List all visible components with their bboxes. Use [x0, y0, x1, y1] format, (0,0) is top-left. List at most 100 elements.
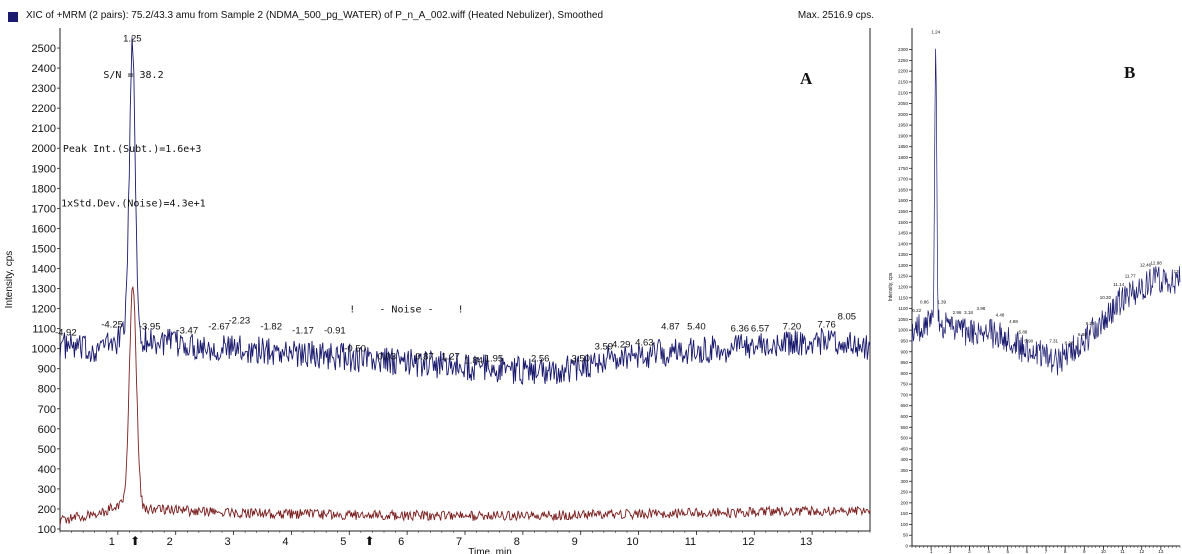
peak-label: -3.47 [176, 326, 198, 337]
y-tick-label: 600 [38, 424, 56, 436]
peak-label: 10.20 [1100, 295, 1112, 300]
y-tick-label: 2200 [32, 103, 56, 115]
y-tick-label: 100 [38, 524, 56, 536]
panel-label: A [800, 69, 813, 88]
y-tick-label: 1250 [898, 274, 909, 279]
peak-label: 4.63 [635, 338, 654, 349]
y-tick-label: 350 [900, 468, 908, 473]
y-tick-label: 1750 [898, 166, 909, 171]
peak-label: 1.27 [441, 352, 460, 363]
x-tick-label: 10 [626, 536, 638, 548]
x-tick-label: 1 [109, 536, 115, 548]
x-tick-label: 6 [398, 536, 404, 548]
y-tick-label: 1000 [898, 328, 909, 333]
y-tick-label: 1500 [898, 220, 909, 225]
y-tick-label: 2200 [898, 69, 909, 74]
peak-label: 7.31 [1049, 338, 1058, 343]
y-tick-label: 1350 [898, 252, 909, 257]
x-tick-label: 5 [340, 536, 346, 548]
peak-label: -0.91 [324, 326, 346, 337]
y-tick-label: 450 [900, 446, 908, 451]
x-tick-label: 9 [1083, 549, 1086, 554]
y-tick-label: 950 [900, 338, 908, 343]
x-tick-label: 2 [949, 549, 952, 554]
x-tick-label: 4 [987, 549, 990, 554]
y-tick-label: 1700 [898, 177, 909, 182]
peak-label: 13 [1174, 269, 1180, 274]
peak-label: 6.36 [731, 324, 750, 335]
peak-label: 5.90 [1024, 338, 1033, 343]
peak-label: -1.82 [260, 322, 282, 333]
y-tick-label: 500 [900, 436, 908, 441]
y-tick-label: 1050 [898, 317, 909, 322]
x-tick-label: 7 [1045, 549, 1048, 554]
peak-label: 6.57 [751, 324, 770, 335]
y-tick-label: 200 [900, 500, 908, 505]
x-tick-label: 6 [1026, 549, 1029, 554]
panel-label: B [1124, 63, 1135, 82]
y-tick-label: 0 [905, 544, 908, 549]
y-tick-label: 300 [38, 484, 56, 496]
peak-label: 4.88 [1009, 319, 1018, 324]
x-tick-label: 8 [1064, 549, 1067, 554]
y-tick-label: 1200 [32, 304, 56, 316]
chart-title: XIC of +MRM (2 pairs): 75.2/43.3 amu fro… [26, 10, 604, 21]
y-tick-label: 800 [900, 371, 908, 376]
y-tick-label: 1800 [32, 183, 56, 195]
x-tick-label: 3 [225, 536, 231, 548]
y-tick-label: 1550 [898, 209, 909, 214]
peak-label: 11.14 [1113, 282, 1124, 287]
y-tick-label: 2300 [898, 47, 909, 52]
y-tick-label: 750 [900, 382, 908, 387]
x-tick-label: 2 [167, 536, 173, 548]
peak-label: 3.59 [595, 342, 614, 353]
peak-label: -3.95 [139, 322, 161, 333]
y-tick-label: 1900 [32, 163, 56, 175]
x-tick-label: 12 [742, 536, 754, 548]
y-tick-label: 2400 [32, 63, 56, 75]
y-tick-label: 1500 [32, 243, 56, 255]
y-tick-label: 1800 [898, 155, 909, 160]
peak-label: 0.03 [378, 352, 397, 363]
y-tick-label: 50 [903, 533, 909, 538]
y-tick-label: 1400 [898, 241, 909, 246]
y-tick-label: 1600 [898, 198, 909, 203]
y-tick-label: 2300 [32, 83, 56, 95]
peak-label: -2.23 [229, 316, 251, 327]
y-tick-label: 200 [38, 504, 56, 516]
y-tick-label: 650 [900, 403, 908, 408]
y-tick-label: 150 [900, 511, 908, 516]
peak-label: 0.86 [920, 299, 929, 304]
peak-label: 1.84 [464, 356, 483, 367]
y-tick-label: 1150 [898, 295, 908, 300]
annotation-text: S/N = 38.2 [103, 70, 163, 81]
y-tick-label: 2000 [32, 143, 56, 155]
peak-label: 3.18 [964, 310, 973, 315]
peak-label: 5.40 [687, 322, 706, 333]
x-tick-label: 13 [1158, 549, 1164, 554]
y-tick-label: 1400 [32, 263, 56, 275]
peak-label: 7.20 [783, 322, 802, 333]
peak-label: 1.24 [931, 30, 940, 35]
x-tick-label: 4 [282, 536, 288, 548]
peak-label: 4.87 [661, 322, 680, 333]
peak-label: -1.17 [292, 326, 314, 337]
panel-a-chart: 100 200 300 400 500 600 700 800 900 1000 1100 1200 1… [4, 28, 871, 554]
peak-label: 3.50 [571, 354, 590, 365]
peak-label: 12.46 [1140, 263, 1152, 268]
y-tick-label: 1850 [898, 144, 909, 149]
peak-label: 11.77 [1125, 274, 1136, 279]
y-tick-label: 850 [900, 360, 908, 365]
noise-region-arrow: ⬆ [130, 534, 140, 548]
x-tick-label: 8 [514, 536, 520, 548]
peak-label: 1.95 [485, 354, 504, 365]
y-tick-label: 900 [900, 349, 908, 354]
y-tick-label: 700 [38, 404, 56, 416]
peak-label: 4.48 [996, 312, 1005, 317]
y-tick-label: 1900 [898, 133, 909, 138]
x-tick-label: 13 [800, 536, 812, 548]
y-tick-label: 1650 [898, 187, 909, 192]
y-tick-label: 700 [900, 392, 908, 397]
